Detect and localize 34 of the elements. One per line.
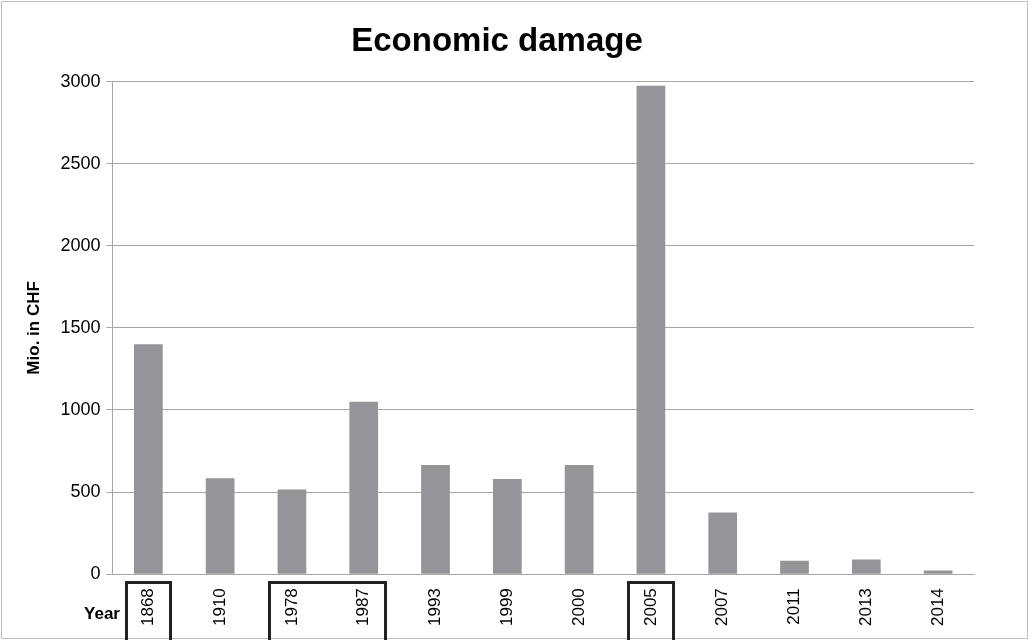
y-tick-label: 0 xyxy=(90,563,101,584)
bar xyxy=(780,560,809,574)
x-tick-label: 1993 xyxy=(425,588,445,627)
x-tick-label: 1868 xyxy=(138,588,158,627)
bar xyxy=(349,401,379,574)
x-tick-label: 2005 xyxy=(640,588,660,627)
x-tick-label: 2014 xyxy=(927,588,947,627)
y-tick-label: 2000 xyxy=(60,234,101,255)
x-tick-label: 1978 xyxy=(281,588,301,627)
y-tick-label: 2500 xyxy=(60,152,101,173)
x-axis-title: Year xyxy=(84,603,121,623)
bar xyxy=(708,512,738,574)
y-tick-label: 1500 xyxy=(60,316,101,337)
bar xyxy=(205,478,235,574)
y-tick-label: 1000 xyxy=(60,398,101,419)
chart-title: Economic damage xyxy=(351,20,643,58)
y-tick-label: 3000 xyxy=(60,70,101,91)
x-tick-label: 1987 xyxy=(353,588,373,627)
bar xyxy=(277,489,307,574)
x-tick-label: 1999 xyxy=(497,588,517,627)
bar xyxy=(923,570,953,574)
x-tick-label: 2011 xyxy=(784,588,804,625)
y-axis-title: Mio. in CHF xyxy=(23,281,43,375)
bar xyxy=(421,464,450,574)
bar xyxy=(492,478,522,574)
x-tick-label: 2013 xyxy=(855,588,875,627)
x-tick-label: 2000 xyxy=(568,588,588,627)
bar xyxy=(636,85,666,574)
bar xyxy=(564,464,594,574)
x-tick-label: 2007 xyxy=(712,588,732,627)
y-tick-label: 500 xyxy=(70,481,101,502)
bar xyxy=(851,559,881,574)
x-tick-label: 1910 xyxy=(209,588,229,627)
bar xyxy=(133,344,163,574)
